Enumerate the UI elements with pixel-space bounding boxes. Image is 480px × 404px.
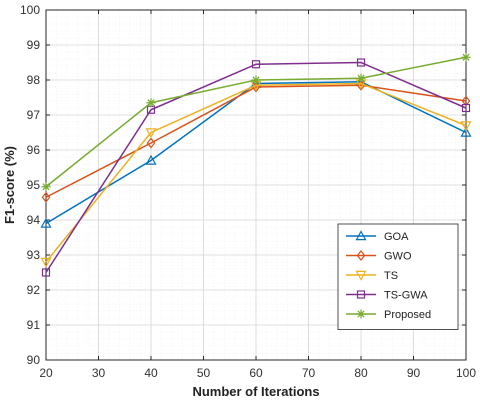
x-tick-label: 30 — [92, 366, 106, 380]
series-line-ts — [45, 82, 467, 263]
legend-marker — [355, 270, 367, 281]
x-tick-label: 70 — [302, 366, 316, 380]
data-point-proposed — [356, 73, 366, 83]
data-point-ts — [460, 121, 472, 132]
legend-marker — [356, 250, 366, 261]
data-point-goa — [145, 154, 157, 165]
x-tick-label: 20 — [39, 366, 53, 380]
y-tick-label: 99 — [27, 38, 41, 52]
data-point-ts — [40, 257, 52, 268]
x-axis-title: Number of Iterations — [192, 384, 319, 399]
legend-marker — [356, 290, 366, 299]
x-tick-label: 60 — [249, 366, 263, 380]
data-point-gwo — [41, 191, 51, 203]
y-tick-label: 97 — [27, 108, 41, 122]
x-tick-label: 50 — [197, 366, 211, 380]
legend-label: TS-GWA — [384, 290, 428, 302]
y-tick-label: 98 — [27, 73, 41, 87]
data-point-proposed — [146, 98, 156, 108]
legend-label: Proposed — [384, 309, 431, 321]
x-tick-label: 40 — [144, 366, 158, 380]
y-tick-label: 93 — [27, 248, 41, 262]
legend-box — [337, 223, 459, 330]
data-point-goa — [460, 126, 472, 137]
data-point-ts-gwa — [251, 60, 261, 69]
x-tick-label: 90 — [407, 366, 421, 380]
series-layer — [40, 52, 472, 277]
y-tick-label: 92 — [27, 283, 41, 297]
y-tick-label: 90 — [27, 353, 41, 367]
x-tick-label: 80 — [354, 366, 368, 380]
legend-marker — [355, 230, 367, 241]
y-tick-label: 96 — [27, 143, 41, 157]
legend: GOA GWO TS TS-GWA Proposed — [337, 223, 459, 330]
legend-item-goa: GOA — [346, 230, 409, 243]
y-axis-title: F1-score (%) — [2, 146, 17, 224]
y-tick-label: 94 — [27, 213, 41, 227]
data-point-proposed — [41, 182, 51, 192]
series-line-ts-gwa — [45, 61, 467, 273]
x-axis-ticks: 20 30 40 50 60 70 80 90 100 — [39, 10, 476, 380]
data-point-gwo — [461, 95, 471, 107]
legend-item-proposed: Proposed — [346, 309, 431, 321]
series-proposed — [41, 52, 471, 192]
y-tick-label: 95 — [27, 178, 41, 192]
legend-item-ts-gwa: TS-GWA — [346, 290, 428, 302]
data-point-proposed — [251, 75, 261, 85]
y-tick-label: 100 — [20, 3, 40, 17]
series-line-gwo — [45, 84, 467, 198]
x-tick-label: 100 — [456, 366, 476, 380]
legend-label: GWO — [384, 251, 412, 263]
data-point-ts — [145, 128, 157, 139]
legend-marker — [356, 309, 366, 319]
legend-item-ts: TS — [346, 270, 398, 282]
data-point-goa — [40, 217, 52, 228]
data-point-ts-gwa — [461, 103, 471, 113]
legend-item-gwo: GWO — [346, 250, 412, 263]
data-point-ts-gwa — [41, 268, 51, 277]
y-tick-label: 91 — [27, 318, 41, 332]
legend-label: TS — [384, 270, 398, 282]
legend-label: GOA — [384, 231, 409, 243]
data-point-gwo — [146, 137, 156, 149]
data-point-proposed — [461, 52, 471, 62]
data-point-ts-gwa — [356, 58, 366, 67]
